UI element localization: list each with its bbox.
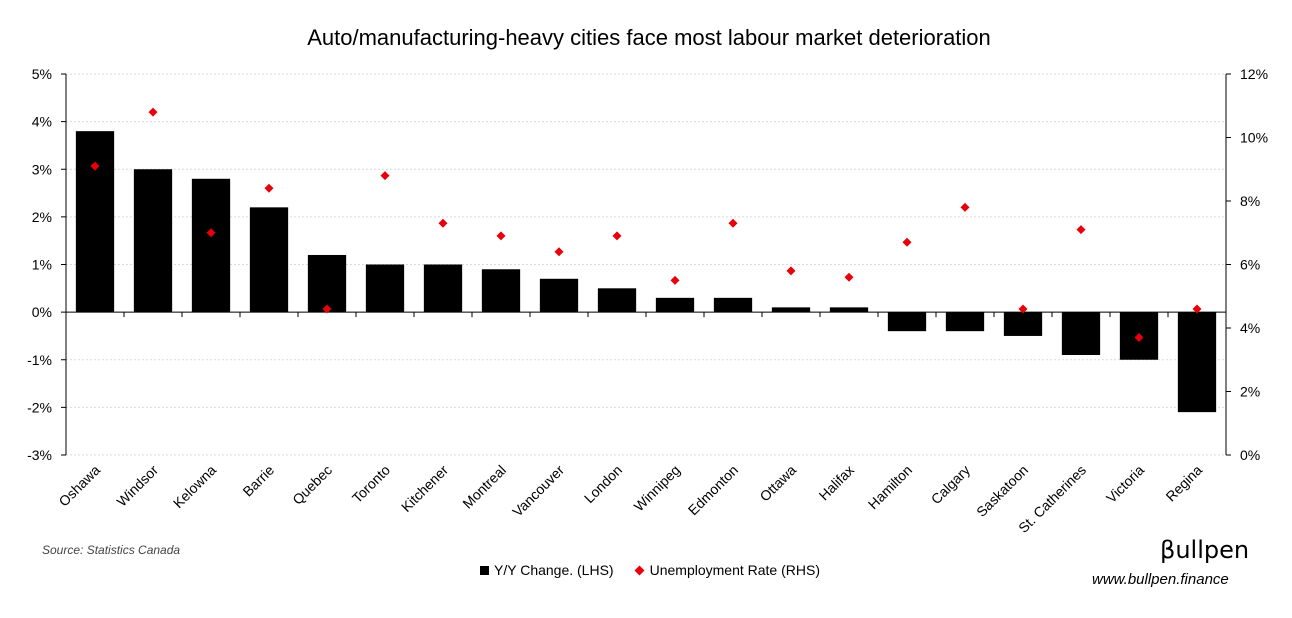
marker	[1134, 333, 1144, 343]
marker	[612, 231, 622, 241]
bar	[481, 269, 521, 313]
category-label: London	[581, 462, 625, 506]
chart-title: Auto/manufacturing-heavy cities face mos…	[307, 25, 991, 50]
grid-lines	[66, 73, 1226, 456]
axes	[61, 73, 1231, 456]
bar	[133, 169, 173, 313]
marker	[786, 266, 796, 276]
right-tick-label: 0%	[1240, 447, 1260, 463]
left-tick-label: 4%	[32, 114, 52, 130]
marker	[902, 237, 912, 247]
bar-series	[75, 131, 1217, 413]
left-tick-label: -3%	[27, 447, 52, 463]
category-label: Edmonton	[685, 462, 741, 518]
marker	[380, 171, 390, 181]
left-axis-ticks: 5% 4% 3% 2% 1% 0% -1% -2% -3%	[27, 66, 52, 463]
legend-label-markers: Unemployment Rate (RHS)	[649, 562, 820, 578]
category-label: Vancouver	[509, 462, 567, 520]
bar	[887, 312, 927, 332]
bar	[539, 278, 579, 313]
left-tick-label: 0%	[32, 304, 52, 320]
left-tick-label: 5%	[32, 66, 52, 82]
bar	[423, 264, 463, 313]
bar	[945, 312, 985, 332]
legend: Y/Y Change. (LHS) Unemployment Rate (RHS…	[480, 562, 820, 578]
bar	[597, 288, 637, 313]
legend-label-bars: Y/Y Change. (LHS)	[494, 562, 614, 578]
bar	[1177, 312, 1217, 413]
category-label: Calgary	[928, 462, 973, 507]
category-label: Saskatoon	[973, 462, 1031, 520]
marker	[1192, 304, 1202, 314]
legend-item-bars: Y/Y Change. (LHS)	[480, 562, 614, 578]
left-tick-label: 3%	[32, 161, 52, 177]
category-label: Regina	[1162, 462, 1205, 505]
marker	[496, 231, 506, 241]
bar	[75, 131, 115, 313]
right-tick-label: 6%	[1240, 257, 1260, 273]
bar	[249, 207, 289, 313]
marker	[1076, 225, 1086, 235]
category-label: Halifax	[816, 462, 858, 504]
category-label: Oshawa	[55, 462, 103, 510]
right-tick-label: 8%	[1240, 193, 1260, 209]
bar	[1003, 312, 1043, 336]
website-link[interactable]: www.bullpen.finance	[1092, 571, 1229, 588]
right-tick-label: 4%	[1240, 320, 1260, 336]
marker	[322, 304, 332, 314]
right-tick-label: 12%	[1240, 66, 1268, 82]
category-label: Victoria	[1103, 462, 1147, 506]
right-axis-ticks: 12% 10% 8% 6% 4% 2% 0%	[1240, 66, 1268, 463]
source-note: Source: Statistics Canada	[42, 543, 181, 557]
right-tick-label: 2%	[1240, 384, 1260, 400]
marker	[206, 228, 216, 238]
category-label: Montreal	[459, 462, 509, 512]
bar	[713, 297, 753, 313]
category-label: Barrie	[239, 462, 277, 500]
category-label: Winnipeg	[631, 462, 684, 515]
marker-series	[90, 107, 1202, 343]
marker	[844, 272, 854, 282]
marker	[728, 218, 738, 228]
bar	[829, 307, 869, 313]
category-label: Quebec	[289, 462, 335, 508]
bar	[1061, 312, 1101, 355]
left-tick-label: -2%	[27, 399, 52, 415]
bar	[655, 297, 695, 313]
category-label: Kitchener	[398, 462, 451, 515]
right-tick-label: 10%	[1240, 130, 1268, 146]
left-tick-label: 1%	[32, 257, 52, 273]
legend-bar-swatch	[480, 565, 489, 575]
category-label: Kelowna	[170, 462, 219, 511]
marker	[1018, 304, 1028, 314]
category-labels: Oshawa Windsor Kelowna Barrie Quebec Toronto K…	[55, 462, 1205, 536]
category-label: Windsor	[113, 462, 161, 510]
marker	[670, 275, 680, 285]
marker	[438, 218, 448, 228]
bar	[307, 254, 347, 313]
left-tick-label: -1%	[27, 352, 52, 368]
brand-logo: βullpen	[1160, 536, 1250, 564]
left-tick-label: 2%	[32, 209, 52, 225]
category-label: Hamilton	[865, 462, 915, 512]
marker	[148, 107, 158, 117]
category-label: Ottawa	[756, 462, 799, 505]
legend-diamond-swatch	[634, 565, 645, 575]
bar	[771, 307, 811, 313]
marker	[554, 247, 564, 257]
legend-item-markers: Unemployment Rate (RHS)	[634, 562, 820, 578]
marker	[960, 202, 970, 212]
marker	[264, 183, 274, 193]
bar	[191, 178, 231, 313]
marker	[90, 161, 100, 171]
category-label: Toronto	[349, 462, 393, 506]
bar	[365, 264, 405, 313]
